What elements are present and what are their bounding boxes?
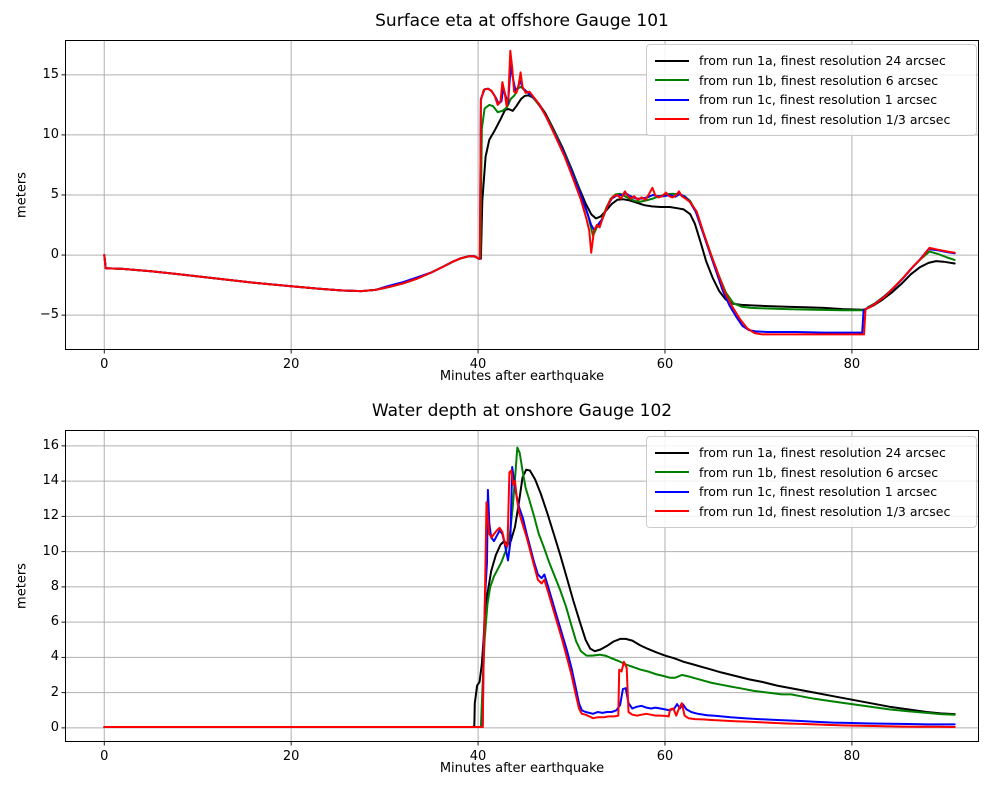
x-tick-label: 80 [843,357,861,372]
y-tick-label: 4 [50,649,59,665]
y-tick-label: 15 [42,66,59,82]
legend-entry: from run 1c, finest resolution 1 arcsec [655,484,968,499]
y-tick-label: 8 [50,578,59,594]
axes-frame [65,430,979,742]
legend-line-sample [655,451,689,454]
y-tick-label: 0 [50,719,59,735]
legend-entry: from run 1a, finest resolution 24 arcsec [655,445,968,460]
x-tick-label: 60 [656,357,674,372]
x-tick-label: 80 [843,749,861,764]
x-tick-label: 40 [469,357,487,372]
x-tick-label: 60 [656,749,674,764]
x-tick-label: 0 [100,749,109,764]
legend: from run 1a, finest resolution 24 arcsec… [646,436,977,528]
legend-entry: from run 1c, finest resolution 1 arcsec [655,92,968,107]
x-tick-label: 20 [282,749,300,764]
legend: from run 1a, finest resolution 24 arcsec… [646,44,977,136]
x-tick-label: 20 [282,357,300,372]
y-tick-label: 14 [42,473,59,489]
chart-102-title: Water depth at onshore Gauge 102 [371,401,673,421]
x-tick-label: 0 [100,357,109,372]
series-line [103,469,956,728]
y-tick-label: 2 [50,684,59,700]
legend-label: from run 1c, finest resolution 1 arcsec [699,92,938,108]
legend-line-sample [655,98,689,101]
legend-line-sample [655,79,689,82]
chart-102-x-axis-label: Minutes after earthquake [439,761,605,776]
legend-line-sample [655,510,689,513]
legend-label: from run 1a, finest resolution 24 arcsec [699,445,946,460]
plot-area [61,40,979,354]
y-tick-label: 16 [42,437,59,453]
legend-label: from run 1c, finest resolution 1 arcsec [699,484,938,500]
legend-line-sample [655,118,689,121]
y-tick-label: 12 [42,508,59,524]
legend-label: from run 1b, finest resolution 6 arcsec [699,464,939,480]
plot-area [61,430,979,746]
y-tick-label: 0 [50,247,59,263]
series-line [103,466,956,728]
y-tick-label: 6 [50,614,59,630]
y-tick-label: 10 [42,543,59,559]
legend-entry: from run 1d, finest resolution 1/3 arcse… [655,504,968,519]
chart-101-x-axis-label: Minutes after earthquake [439,369,605,384]
legend-entry: from run 1a, finest resolution 24 arcsec [655,53,968,68]
legend-line-sample [655,490,689,493]
axes-frame [65,40,979,350]
chart-101-title: Surface eta at offshore Gauge 101 [375,11,669,31]
legend-label: from run 1a, finest resolution 24 arcsec [699,53,946,68]
series-line [103,446,956,728]
legend-entry: from run 1b, finest resolution 6 arcsec [655,465,968,480]
legend-line-sample [655,59,689,62]
legend-label: from run 1d, finest resolution 1/3 arcse… [699,111,951,127]
x-tick-label: 40 [469,749,487,764]
legend-entry: from run 1d, finest resolution 1/3 arcse… [655,112,968,127]
y-tick-label: 5 [50,187,59,202]
series-line [103,49,956,336]
legend-line-sample [655,471,689,474]
legend-label: from run 1b, finest resolution 6 arcsec [699,72,939,88]
y-tick-label: −5 [39,307,59,323]
y-tick-label: 10 [42,126,59,142]
legend-entry: from run 1b, finest resolution 6 arcsec [655,73,968,88]
legend-label: from run 1d, finest resolution 1/3 arcse… [699,503,951,519]
